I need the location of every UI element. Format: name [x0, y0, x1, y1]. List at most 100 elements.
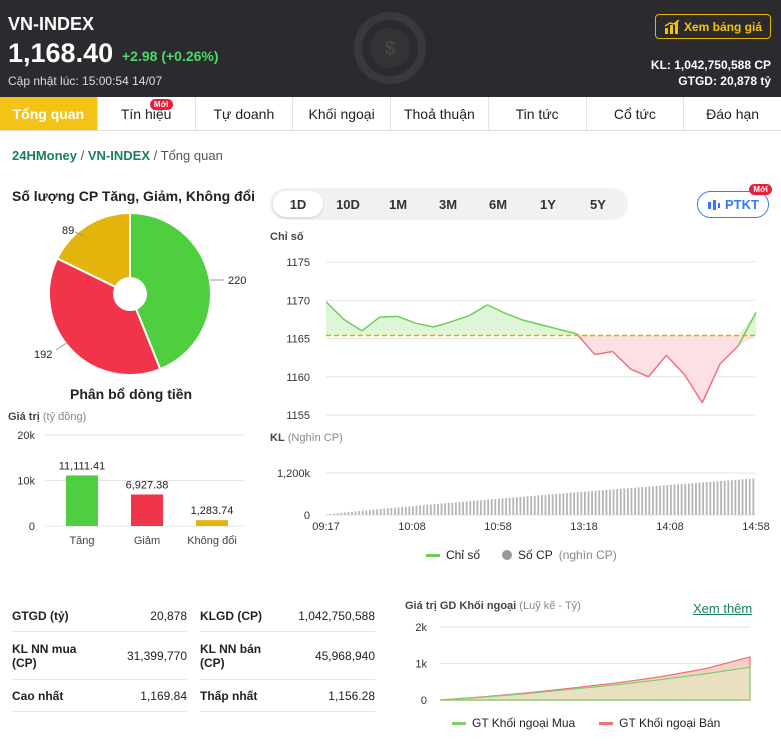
period-selector: 1D 10D 1M 3M 6M 1Y 5Y	[270, 188, 628, 220]
tab-news[interactable]: Tin tức	[488, 97, 587, 130]
volume-bar	[619, 488, 622, 515]
y-tick-label: 0	[29, 521, 35, 533]
stat-value: 20,878	[150, 608, 187, 623]
volume-total: KL: 1,042,750,588 CP	[650, 58, 771, 72]
breadcrumb-index-link[interactable]: VN-INDEX	[87, 148, 151, 163]
x-tick-label: 13:18	[570, 521, 598, 533]
volume-bar	[659, 485, 662, 515]
volume-bar	[365, 510, 368, 515]
volume-bar	[372, 509, 375, 515]
tab-label: Tin tức	[515, 105, 559, 122]
stat-label: KL NN bán (CP)	[200, 641, 262, 670]
volume-bar	[358, 511, 361, 515]
y-tick-label: 0	[304, 510, 310, 522]
index-header: $ VN-INDEX 1,168.40 +2.98 (+0.26%) Cập n…	[0, 0, 781, 97]
stat-high: Cao nhất 1,169.84	[12, 680, 187, 712]
legend-index[interactable]: Chỉ số	[426, 548, 480, 562]
period-5y[interactable]: 5Y	[590, 196, 606, 212]
volume-bar	[687, 483, 690, 515]
volume-bar	[394, 507, 396, 515]
stat-label: Thấp nhất	[200, 688, 258, 703]
y-tick-label: 2k	[415, 622, 427, 634]
volume-bar	[340, 512, 343, 515]
volume-bar	[412, 506, 414, 515]
legend-unit: (nghìn CP)	[558, 548, 617, 562]
period-6m[interactable]: 6M	[488, 196, 508, 212]
volume-axis-title: KL (Nghìn CP)	[270, 432, 343, 444]
period-10d[interactable]: 10D	[336, 196, 360, 212]
y-tick-label: 1170	[286, 295, 310, 307]
volume-bar	[458, 502, 461, 515]
volume-bar	[598, 490, 601, 515]
volume-bar	[612, 489, 615, 515]
tab-proprietary[interactable]: Tự doanh	[195, 97, 294, 130]
volume-bar	[695, 482, 697, 515]
volume-bar	[333, 513, 335, 515]
volume-bar	[609, 489, 611, 515]
tab-signals[interactable]: Tín hiệu Mới	[97, 97, 196, 130]
tab-foreign[interactable]: Khối ngoại	[293, 97, 391, 130]
volume-bar	[498, 498, 500, 515]
tab-label: Cổ tức	[613, 105, 656, 122]
stat-low: Thấp nhất 1,156.28	[200, 680, 375, 712]
volume-bar	[501, 498, 504, 515]
period-1m[interactable]: 1M	[388, 196, 408, 212]
legend-volume[interactable]: Số CP (nghìn CP)	[502, 548, 617, 562]
volume-bar	[404, 506, 407, 515]
legend-line-swatch	[426, 553, 440, 557]
breadcrumb-home-link[interactable]: 24HMoney	[12, 148, 78, 163]
y-tick-label: 1160	[286, 372, 310, 384]
index-price: 1,168.40	[8, 38, 114, 68]
stat-gtgd: GTGD (tỷ) 20,878	[12, 600, 187, 632]
tab-maturity[interactable]: Đáo hạn	[684, 97, 781, 130]
y-tick-label: 1,200k	[277, 468, 311, 480]
volume-bar	[655, 485, 658, 515]
legend-foreign-sell[interactable]: GT Khối ngoại Bán	[599, 716, 720, 730]
volume-bar	[727, 480, 730, 515]
volume-bar	[734, 479, 737, 515]
period-3m[interactable]: 3M	[438, 196, 458, 212]
stat-value: 1,169.84	[140, 688, 187, 703]
tab-label: Khối ngoại	[308, 105, 375, 122]
x-tick-label: 14:08	[656, 521, 684, 533]
tab-dividends[interactable]: Cổ tức	[586, 97, 685, 130]
volume-bar	[447, 502, 450, 515]
volume-bar	[537, 495, 540, 515]
tab-negotiated[interactable]: Thoả thuận	[391, 97, 489, 130]
price-board-label: Xem bảng giá	[683, 19, 763, 34]
volume-bar	[379, 509, 382, 515]
volume-bar	[691, 483, 694, 515]
tab-overview[interactable]: Tổng quan	[0, 97, 98, 130]
period-1d[interactable]: 1D	[273, 191, 323, 217]
main-tabs: Tổng quan Tín hiệu Mới Tự doanh Khối ngoạ…	[0, 97, 781, 131]
volume-bar	[630, 487, 633, 515]
period-1y[interactable]: 1Y	[540, 196, 556, 212]
tab-label: Tổng quan	[12, 105, 85, 122]
y-tick-label: 0	[421, 695, 427, 707]
breadcrumb: 24HMoney / VN-INDEX / Tổng quan	[12, 148, 223, 163]
legend-foreign-buy[interactable]: GT Khối ngoại Mua	[452, 716, 575, 730]
breadcrumb-separator: /	[153, 148, 161, 163]
tab-label: Đáo hạn	[706, 105, 760, 122]
ptkt-button[interactable]: PTKT Mới	[697, 184, 772, 218]
volume-bar	[419, 505, 421, 515]
volume-bar	[437, 503, 439, 515]
money-flow-bar-chart: 20k 10k 0 11,111.41 Tăng 6,927.38 Giảm 1,283.7…	[17, 430, 245, 547]
index-change: +2.98 (+0.26%)	[122, 48, 219, 64]
price-board-button[interactable]: Xem bảng giá	[655, 14, 771, 39]
money-flow-bar	[196, 520, 228, 526]
volume-bar	[508, 497, 511, 515]
legend-label: Chỉ số	[446, 548, 481, 562]
volume-bar	[523, 496, 525, 515]
chart-bars-icon	[664, 19, 680, 34]
volume-bar	[587, 491, 590, 515]
volume-bar	[376, 509, 378, 515]
see-more-link[interactable]: Xem thêm	[693, 601, 753, 616]
volume-bar	[429, 504, 432, 515]
index-line-chart: 1175 1170 1165 1160 1155	[286, 257, 757, 422]
index-line-below	[576, 333, 739, 404]
volume-bar	[515, 497, 518, 515]
volume-bar	[519, 496, 522, 515]
foreign-legend: GT Khối ngoại Mua GT Khối ngoại Bán	[452, 716, 720, 730]
pie-slice-up	[129, 211, 212, 371]
